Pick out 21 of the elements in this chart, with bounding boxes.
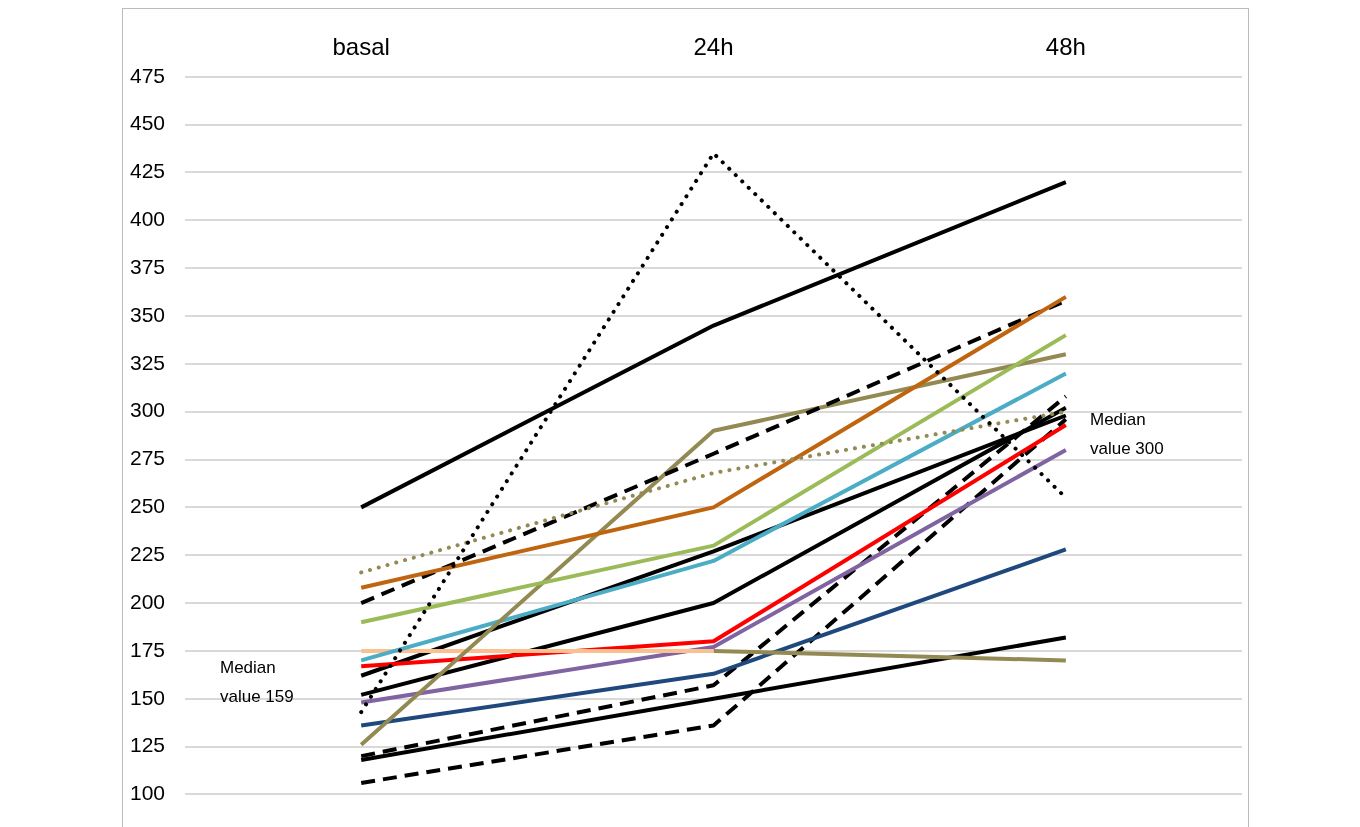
y-tick-label: 450 bbox=[129, 111, 166, 135]
y-tick-label: 300 bbox=[129, 398, 166, 422]
y-tick-label: 175 bbox=[129, 637, 166, 661]
annotation: Median value 159 bbox=[220, 657, 294, 706]
y-tick-label: 200 bbox=[129, 589, 166, 613]
y-tick-label: 250 bbox=[129, 494, 166, 518]
y-tick-label: 375 bbox=[129, 254, 166, 278]
y-tick-label: 150 bbox=[129, 685, 166, 709]
y-tick-label: 100 bbox=[129, 781, 166, 805]
x-tick-label: 24h bbox=[693, 33, 734, 61]
y-tick-label: 400 bbox=[129, 207, 166, 231]
y-tick-label: 350 bbox=[129, 302, 166, 326]
annotation: Median value 300 bbox=[1090, 409, 1164, 458]
y-tick-label: 425 bbox=[129, 159, 166, 183]
x-tick-label: basal bbox=[332, 33, 390, 61]
x-tick-label: 48h bbox=[1045, 33, 1086, 61]
y-tick-label: 275 bbox=[129, 446, 166, 470]
y-tick-label: 225 bbox=[129, 542, 166, 565]
y-tick-label: 125 bbox=[129, 733, 166, 757]
y-tick-label: 325 bbox=[129, 350, 166, 374]
y-tick-label: 475 bbox=[129, 63, 166, 87]
